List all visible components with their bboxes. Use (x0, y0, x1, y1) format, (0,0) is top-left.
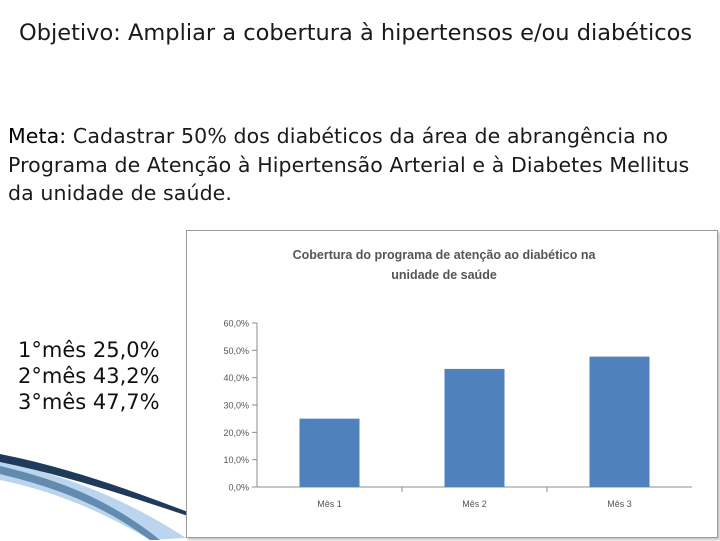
swoosh-dark-lower (0, 466, 160, 540)
bars (299, 356, 650, 487)
x-tick-label: Mês 2 (462, 499, 487, 509)
stat-label: 2°mês (18, 364, 87, 388)
y-tick-label: 60,0% (223, 319, 249, 329)
stat-row-month-2: 2°mês 43,2% (18, 363, 160, 389)
goal-label: Meta: (8, 124, 67, 148)
x-tick-label: Mês 1 (317, 499, 342, 509)
stat-row-month-3: 3°mês 47,7% (18, 389, 160, 415)
goal-description: Cadastrar 50% dos diabéticos da área de … (8, 124, 690, 205)
goal-text: Meta: Cadastrar 50% dos diabéticos da ár… (8, 122, 713, 208)
x-tick-label: Mês 3 (607, 499, 632, 509)
bar-1 (299, 418, 360, 487)
swoosh-dark (0, 454, 188, 516)
slide-title: Objetivo: Ampliar a cobertura à hiperten… (19, 20, 693, 46)
chart-title-line-1: Cobertura do programa de atenção ao diab… (293, 248, 597, 262)
stat-row-month-1: 1°mês 25,0% (18, 337, 160, 363)
stat-label: 3°mês (18, 390, 87, 414)
y-tick-label: 0,0% (228, 483, 249, 493)
y-tick-label: 40,0% (223, 373, 249, 383)
y-tick-label: 20,0% (223, 428, 249, 438)
corner-swoosh-decoration (0, 454, 188, 540)
stat-label: 1°mês (18, 338, 87, 362)
y-tick-label: 30,0% (223, 401, 249, 411)
bar-3 (589, 356, 650, 487)
chart-frame: Cobertura do programa de atenção ao diab… (186, 230, 718, 538)
y-tick-label: 10,0% (223, 455, 249, 465)
stat-value: 47,7% (92, 390, 160, 414)
bar-2 (444, 368, 505, 487)
coverage-bar-chart: Cobertura do programa de atenção ao diab… (223, 248, 692, 509)
chart-title-line-2: unidade de saúde (391, 268, 497, 282)
x-axis: Mês 1 Mês 2 Mês 3 (317, 499, 632, 509)
stat-value: 43,2% (92, 364, 160, 388)
y-tick-label: 50,0% (223, 346, 249, 356)
monthly-stats: 1°mês 25,0% 2°mês 43,2% 3°mês 47,7% (18, 337, 160, 415)
stat-value: 25,0% (92, 338, 160, 362)
